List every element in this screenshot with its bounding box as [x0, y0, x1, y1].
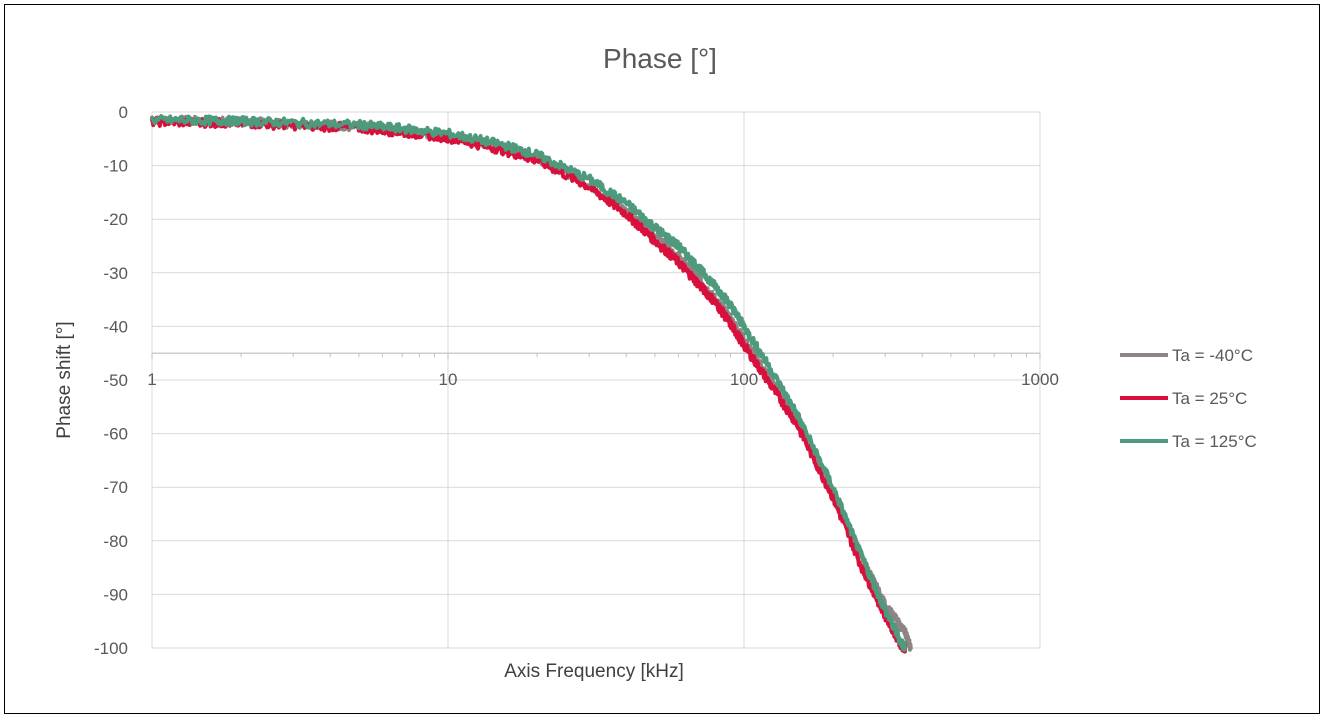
x-tick-label: 100 — [730, 370, 758, 389]
y-tick-label: -20 — [103, 210, 128, 229]
x-tick-label: 1000 — [1021, 370, 1059, 389]
x-axis: 1 10 100 1000 — [147, 352, 1059, 389]
legend: Ta = -40°C Ta = 25°C Ta = 125°C — [1120, 346, 1257, 451]
series-line — [150, 115, 907, 654]
y-tick-label: -80 — [103, 532, 128, 551]
y-tick-label: -40 — [103, 317, 128, 336]
y-tick-label: -60 — [103, 425, 128, 444]
y-tick-label: -50 — [103, 371, 128, 390]
y-tick-label: 0 — [119, 103, 128, 122]
x-axis-label: Axis Frequency [kHz] — [504, 661, 684, 682]
y-tick-label: -100 — [94, 639, 128, 658]
chart-title: Phase [°] — [603, 43, 717, 74]
legend-label: Ta = -40°C — [1172, 346, 1253, 365]
grid-lines — [152, 111, 1041, 649]
y-tick-label: -30 — [103, 264, 128, 283]
x-tick-label: 10 — [439, 370, 458, 389]
x-tick-label: 1 — [147, 370, 156, 389]
y-tick-label: -90 — [103, 585, 128, 604]
plot-area — [151, 112, 1040, 649]
y-tick-label: -70 — [103, 478, 128, 497]
y-axis-label: Phase shift [°] — [54, 321, 75, 438]
series-line — [150, 114, 907, 652]
y-tick-label: -10 — [103, 157, 128, 176]
series-line — [150, 114, 913, 652]
y-axis: 0 -10 -20 -30 -40 -50 -60 -70 -80 -90 -100 — [94, 103, 128, 658]
legend-label: Ta = 25°C — [1172, 389, 1247, 408]
series-lines — [150, 114, 913, 654]
legend-label: Ta = 125°C — [1172, 432, 1257, 451]
